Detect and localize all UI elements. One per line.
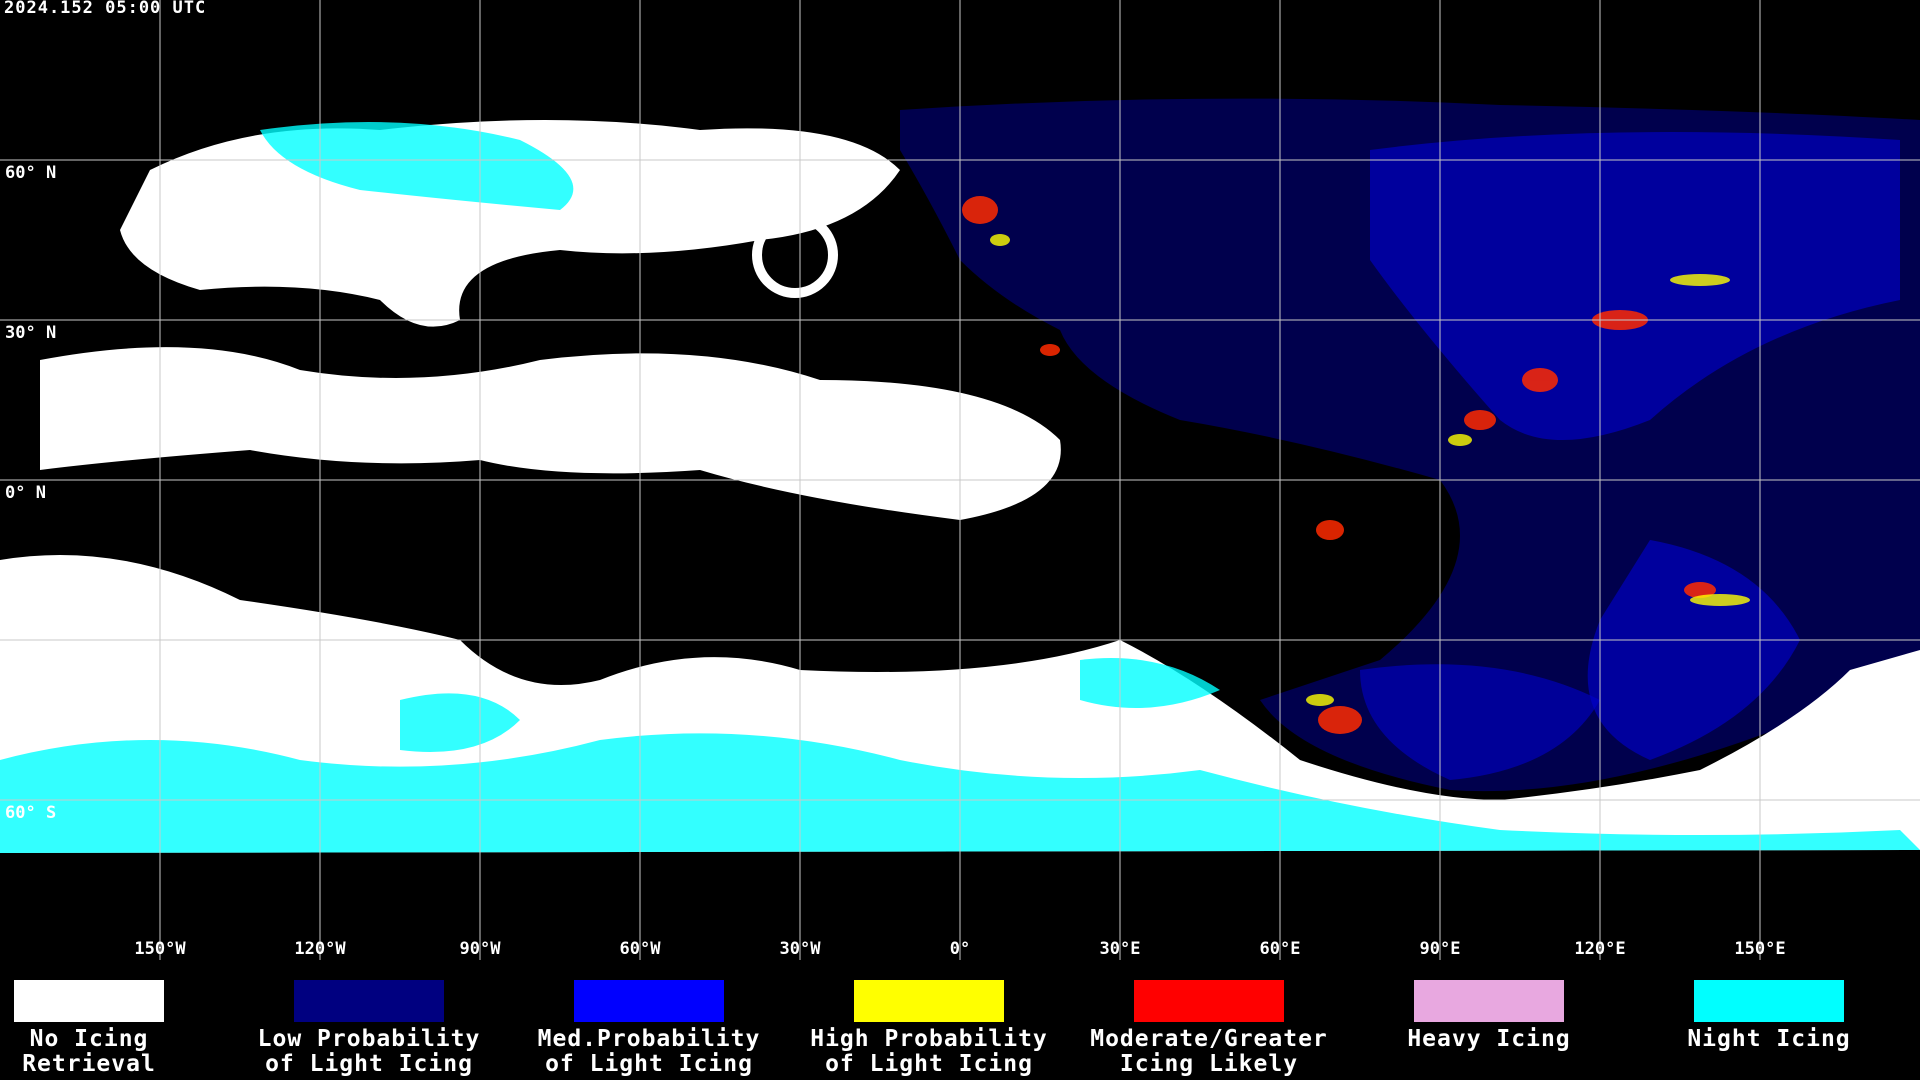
legend-swatch [294,980,444,1022]
legend-label: Moderate/Greater [1090,1026,1328,1052]
med-icing-area [1587,540,1800,760]
latitude-label: 60° N [5,163,56,183]
longitude-label: 120°E [1574,939,1625,959]
latitude-label: 0° N [5,483,46,503]
legend-label: of Light Icing [825,1051,1033,1077]
longitude-label: 90°E [1420,939,1461,959]
moderate-icing-spots [962,196,1716,734]
longitude-label: 120°W [294,939,346,959]
legend-label: of Light Icing [265,1051,473,1077]
legend-swatch [1694,980,1844,1022]
longitude-label: 0° [950,939,970,959]
high-icing-spots [990,234,1750,706]
timestamp: 2024.152 05:00 UTC [4,0,206,18]
graticule-labels: 60° N 30° N 0° N 30° S 60° S 150°W 120°W 90°W 60… [5,163,1786,959]
legend-label: No Icing [30,1026,149,1052]
legend-swatch [14,980,164,1022]
latitude-label: 30° S [5,643,56,663]
legend-label: Retrieval [22,1051,156,1077]
night-icing-area [1080,658,1220,708]
legend-label: Med.Probability [538,1026,761,1052]
legend-label: Low Probability [258,1026,481,1052]
legend-label: Icing Likely [1120,1051,1298,1077]
longitude-label: 150°W [134,939,186,959]
legend-swatch [854,980,1004,1022]
med-icing-area [1370,132,1900,440]
longitude-label: 90°W [460,939,502,959]
longitude-label: 60°W [620,939,662,959]
legend-swatch [1134,980,1284,1022]
graticule [0,0,1920,960]
longitude-label: 30°W [780,939,822,959]
legend-swatch [574,980,724,1022]
low-icing-area [900,98,1920,792]
med-icing-area [1360,664,1600,780]
legend-label: High Probability [810,1026,1048,1052]
night-icing-area [260,122,574,210]
cloud-area [40,347,1061,520]
cyclone-cloud [752,212,838,298]
latitude-label: 60° S [5,803,56,823]
longitude-label: 60°E [1260,939,1301,959]
longitude-label: 30°E [1100,939,1141,959]
night-icing-area [400,693,520,752]
longitude-label: 150°E [1734,939,1785,959]
latitude-label: 30° N [5,323,56,343]
legend-label: of Light Icing [545,1051,753,1077]
legend-swatch [1414,980,1564,1022]
legend-label: Heavy Icing [1407,1026,1570,1052]
legend-label: Night Icing [1687,1026,1850,1052]
